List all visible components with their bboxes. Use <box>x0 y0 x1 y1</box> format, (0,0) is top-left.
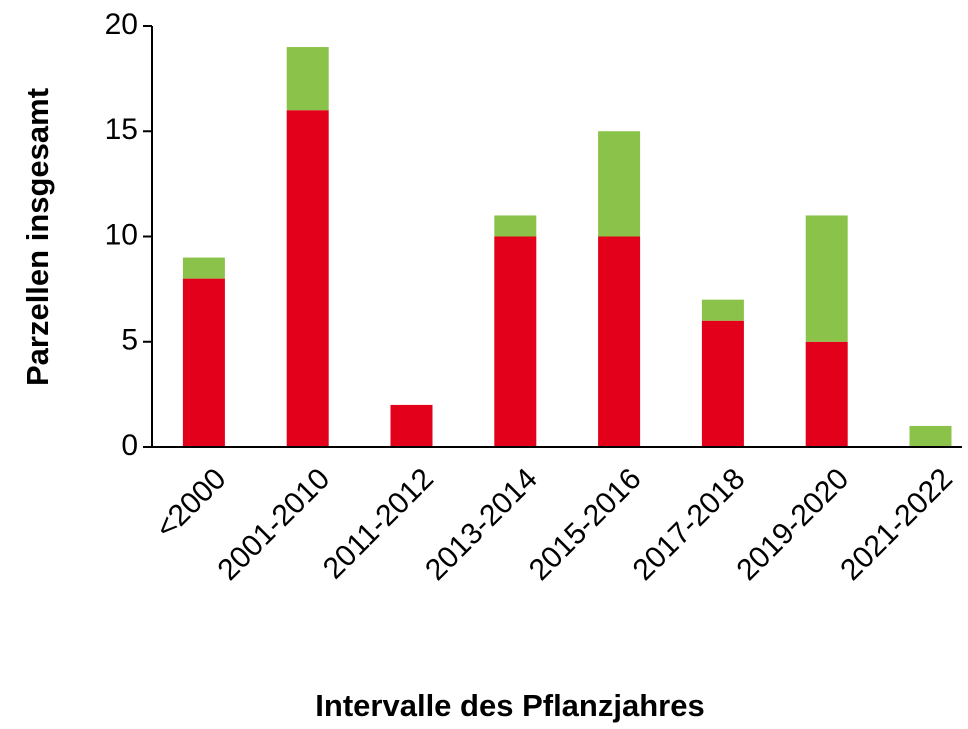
x-tick-label: 2017-2018 <box>627 462 752 587</box>
x-tick-label: 2001-2010 <box>211 462 336 587</box>
bar-segment <box>182 257 225 279</box>
bar-segment <box>598 131 641 237</box>
bar-segment <box>805 341 848 447</box>
y-tick-label: 0 <box>121 429 138 462</box>
y-tick-label: 15 <box>105 113 138 146</box>
bar-segment <box>286 110 329 447</box>
x-tick-label: <2000 <box>150 462 233 545</box>
y-tick-label: 5 <box>121 324 138 357</box>
x-tick-label: 2019-2020 <box>730 462 855 587</box>
bar-segment <box>701 299 744 321</box>
y-axis-title: Parzellen insgesamt <box>20 88 55 386</box>
x-tick-label: 2021-2022 <box>834 462 959 587</box>
x-axis-title: Intervalle des Pflanzjahres <box>315 688 704 723</box>
bar-segment <box>182 278 225 447</box>
x-tick-label: 2015-2016 <box>523 462 648 587</box>
bar-segment <box>701 320 744 447</box>
bar-segment <box>286 47 329 111</box>
x-tick-label: 2013-2014 <box>419 462 544 587</box>
y-tick-label: 20 <box>105 8 138 41</box>
bar-segment <box>909 425 952 447</box>
bar-segment <box>390 404 433 447</box>
bar-segment <box>598 236 641 447</box>
bar-segment <box>494 236 537 447</box>
y-tick-label: 10 <box>105 218 138 251</box>
bar-segment <box>805 215 848 342</box>
bar-segment <box>494 215 537 237</box>
